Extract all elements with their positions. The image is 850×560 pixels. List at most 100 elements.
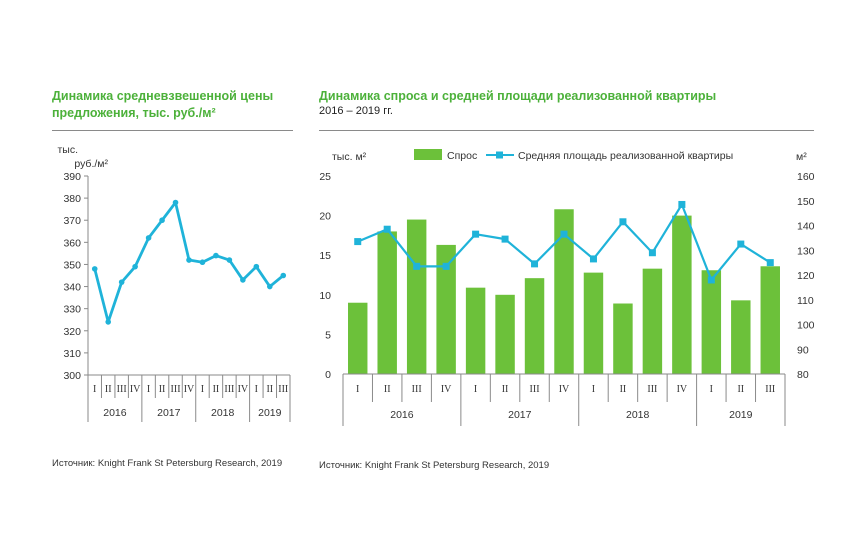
price-point — [280, 272, 287, 279]
price-point — [240, 277, 246, 283]
right-quarter-label: IV — [559, 384, 570, 395]
demand-bar — [613, 303, 633, 374]
area-point — [383, 225, 391, 233]
left-y-tick-label: 360 — [63, 237, 81, 249]
left-quarter-label: III — [278, 384, 288, 395]
right-quarter-label: I — [356, 384, 359, 395]
left-y-tick-label: 310 — [63, 348, 81, 360]
left-y-tick-label: 330 — [63, 304, 81, 316]
left-y-tick-label: 350 — [63, 259, 81, 271]
right-right-y-tick-label: 100 — [797, 320, 815, 332]
right-y-axis-label-left: тыс. м² — [332, 151, 367, 163]
demand-bar — [377, 231, 397, 374]
left-quarter-label: II — [266, 384, 273, 395]
legend-line-marker — [496, 151, 503, 159]
right-right-y-tick-label: 90 — [797, 344, 809, 356]
left-quarter-label: II — [159, 384, 166, 395]
right-quarter-label: IV — [441, 384, 452, 395]
right-left-y-tick-label: 5 — [325, 329, 331, 341]
price-point — [199, 259, 206, 266]
right-right-y-tick-label: 130 — [797, 245, 815, 257]
right-right-y-tick-label: 120 — [797, 270, 815, 282]
left-year-label: 2017 — [157, 407, 181, 419]
right-year-label: 2018 — [626, 409, 650, 421]
left-source: Источник: Knight Frank St Petersburg Res… — [52, 458, 283, 469]
right-quarter-label: I — [592, 384, 595, 395]
area-point — [737, 240, 745, 248]
right-quarter-label: III — [530, 384, 540, 395]
left-quarter-label: IV — [130, 384, 141, 395]
left-quarter-label: II — [213, 384, 220, 395]
left-quarter-label: IV — [184, 384, 195, 395]
area-point — [354, 238, 362, 246]
left-y-tick-label: 390 — [63, 171, 81, 183]
left-year-label: 2019 — [258, 407, 282, 419]
left-chart-title: Динамика средневзвешенной цены предложен… — [52, 88, 273, 122]
area-point — [766, 259, 774, 267]
price-point — [105, 319, 111, 325]
left-y-tick-label: 370 — [63, 215, 81, 227]
left-year-label: 2018 — [211, 407, 235, 419]
demand-bar — [583, 272, 604, 374]
right-quarter-label: III — [765, 384, 775, 395]
left-y-tick-label: 380 — [63, 193, 81, 205]
price-point — [118, 279, 125, 285]
area-point — [501, 235, 509, 243]
left-quarter-label: I — [147, 384, 150, 395]
right-source: Источник: Knight Frank St Petersburg Res… — [319, 460, 550, 471]
price-point — [267, 283, 273, 290]
right-quarter-label: II — [502, 384, 509, 395]
price-point — [172, 199, 179, 206]
left-year-label: 2016 — [103, 407, 127, 419]
left-quarter-label: I — [93, 384, 96, 395]
right-y-axis-label-right: м² — [796, 151, 807, 163]
demand-bar — [672, 215, 692, 374]
right-quarter-label: II — [620, 384, 627, 395]
right-left-y-tick-label: 0 — [325, 369, 331, 381]
price-point — [186, 257, 192, 263]
price-point — [145, 235, 152, 241]
demand-bar — [760, 266, 780, 374]
left-quarter-label: III — [224, 384, 234, 395]
left-y-tick-label: 340 — [63, 282, 81, 294]
right-left-y-tick-label: 15 — [319, 250, 331, 262]
price-point — [213, 252, 219, 259]
right-right-y-tick-label: 110 — [797, 295, 814, 307]
price-point — [159, 217, 165, 224]
right-year-label: 2019 — [729, 409, 753, 421]
demand-bar — [465, 287, 486, 374]
right-left-y-tick-label: 10 — [319, 290, 331, 302]
left-y-tick-label: 320 — [63, 326, 81, 338]
right-chart-subtitle: 2016 – 2019 гг. — [319, 105, 393, 117]
right-chart-title: Динамика спроса и средней площади реализ… — [319, 89, 717, 103]
demand-bar — [642, 268, 663, 374]
left-quarter-label: IV — [238, 384, 249, 395]
area-point — [589, 255, 597, 263]
area-point — [472, 230, 480, 238]
right-right-y-tick-label: 140 — [797, 221, 815, 233]
right-title-rule — [319, 130, 814, 131]
left-y-tick-label: 300 — [63, 370, 81, 382]
right-year-label: 2017 — [508, 409, 532, 421]
price-point — [253, 263, 260, 270]
left-quarter-label: II — [105, 384, 112, 395]
right-left-y-tick-label: 20 — [319, 211, 331, 223]
demand-bar — [701, 270, 722, 374]
left-quarter-label: I — [255, 384, 258, 395]
right-quarter-label: I — [474, 384, 477, 395]
right-quarter-label: I — [710, 384, 713, 395]
right-quarter-label: III — [412, 384, 422, 395]
left-title-line1: Динамика средневзвешенной цены — [52, 89, 274, 103]
area-point — [560, 230, 568, 238]
demand-bar — [554, 209, 574, 374]
left-title-rule — [52, 130, 293, 131]
right-year-label: 2016 — [390, 409, 414, 421]
left-quarter-label: I — [201, 384, 204, 395]
left-y-axis-label-unit: руб./м² — [74, 158, 108, 170]
left-y-axis-label: тыс. — [57, 144, 78, 156]
area-point — [442, 262, 450, 270]
area-point — [531, 260, 539, 268]
left-quarter-label: III — [171, 384, 181, 395]
